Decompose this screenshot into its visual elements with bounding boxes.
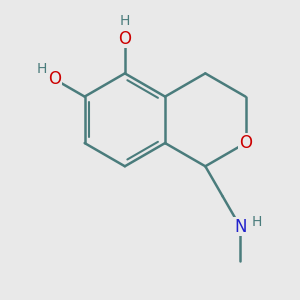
Text: H: H: [251, 215, 262, 229]
Text: H: H: [120, 14, 130, 28]
Text: O: O: [48, 70, 61, 88]
Text: H: H: [36, 62, 46, 76]
Text: O: O: [239, 134, 252, 152]
Text: O: O: [118, 29, 131, 47]
Text: N: N: [234, 218, 246, 236]
